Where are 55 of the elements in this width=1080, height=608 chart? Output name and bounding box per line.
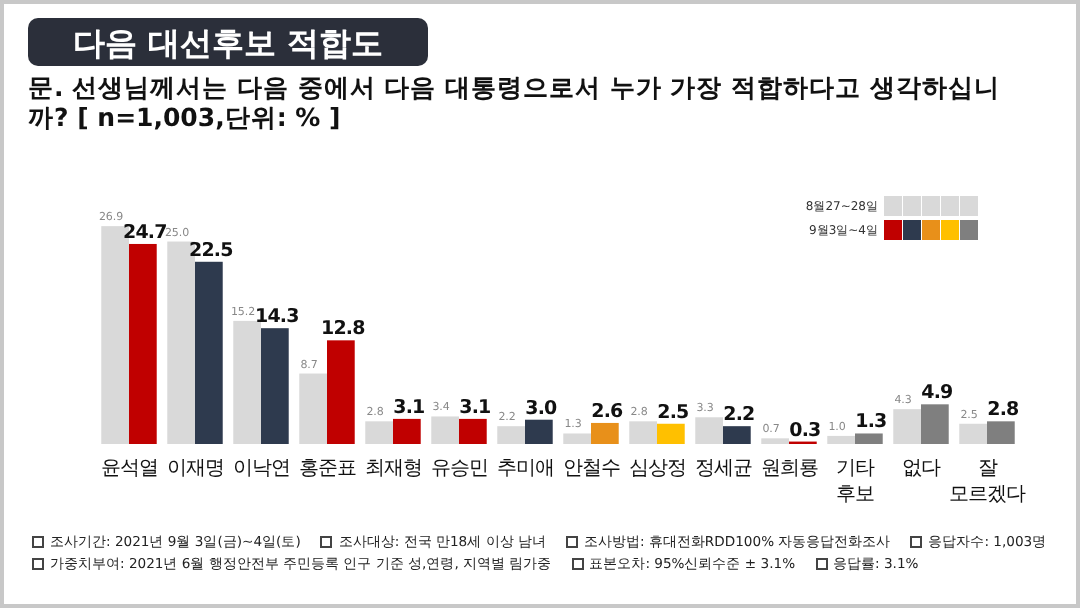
- x-tick-label: 없다: [902, 458, 941, 480]
- data-label: 2.6: [591, 400, 625, 423]
- bar: [459, 418, 487, 444]
- x-tick-label: 원희룡: [760, 458, 819, 480]
- x-tick-label: 이낙연: [232, 458, 290, 480]
- bar: [261, 328, 289, 444]
- bar: [525, 419, 553, 444]
- chart-title: 다음 대선후보 적합도: [72, 24, 384, 62]
- bar: [695, 417, 723, 444]
- data-label: 4.9: [921, 382, 953, 405]
- chart-subtitle: 문. 선생님께서는 다음 중에서 다음 대통령으로서 누가 가장 적합하다고 생각하십니까? [ n=1,003,단위: % ]: [28, 72, 1002, 132]
- bar: [393, 418, 421, 444]
- x-tick-label: 안철수: [562, 458, 621, 480]
- bar: [761, 438, 789, 444]
- data-label: 12.8: [321, 318, 367, 341]
- bar: [233, 320, 261, 444]
- bar: [723, 426, 751, 444]
- data-label: 2.5: [657, 401, 689, 424]
- bar: [591, 422, 619, 444]
- x-tick-label: 잘 모르겠다: [949, 458, 1026, 506]
- x-tick-label: 유승민: [430, 458, 488, 480]
- bar: [365, 421, 393, 444]
- bar: [563, 433, 591, 444]
- data-label: 2.2: [723, 404, 755, 427]
- bar: [629, 421, 657, 444]
- bar: [657, 423, 685, 444]
- bar: [497, 426, 525, 444]
- data-label: 3.1: [393, 396, 425, 419]
- x-tick-label: 이재명: [166, 458, 224, 480]
- x-tick-label: 최재형: [364, 458, 422, 480]
- bar: [827, 435, 855, 444]
- x-tick-label: 기타 후보: [836, 458, 875, 506]
- data-label: 14.3: [255, 306, 299, 329]
- data-label: 0.3: [789, 419, 821, 442]
- x-tick-label: 홍준표: [298, 458, 357, 480]
- data-label: 22.5: [189, 239, 233, 262]
- bar: [987, 421, 1015, 444]
- x-tick-label: 추미애: [496, 458, 554, 480]
- bar: [959, 423, 987, 444]
- data-label: 3.1: [459, 396, 491, 419]
- data-label: 24.7: [123, 221, 167, 244]
- bar: [431, 416, 459, 444]
- x-tick-label: 심상정: [628, 458, 686, 480]
- x-tick-label: 정세균: [694, 458, 753, 480]
- data-label: 2.8: [987, 399, 1021, 422]
- data-label: 3.0: [525, 397, 559, 420]
- bar: [855, 433, 883, 444]
- data-label: 1.3: [855, 411, 887, 434]
- bar: [921, 404, 949, 444]
- bar: [195, 261, 223, 444]
- bar: [129, 243, 157, 444]
- bar: [893, 409, 921, 444]
- bar: [299, 373, 327, 444]
- bar: [327, 340, 355, 444]
- x-tick-label: 윤석열: [100, 458, 158, 480]
